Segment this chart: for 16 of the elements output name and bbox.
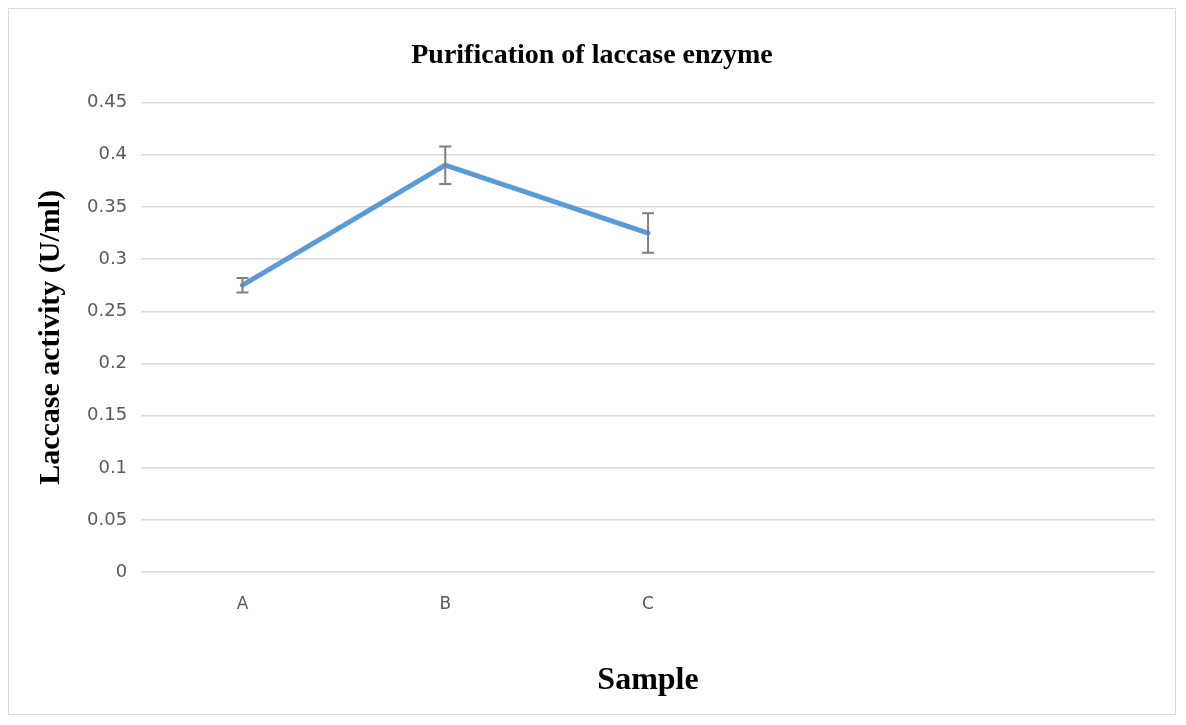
y-tick-label: 0.35 xyxy=(87,194,128,216)
y-tick-label: 0.4 xyxy=(98,142,128,164)
x-tick-label: C xyxy=(642,592,654,613)
x-tick-label: B xyxy=(439,592,452,613)
x-tick-label: A xyxy=(236,592,249,613)
y-tick-label: 0.05 xyxy=(87,507,128,529)
y-tick-label: 0.45 xyxy=(87,90,128,112)
y-axis-title: Laccase activity (U/ml) xyxy=(31,189,66,485)
y-tick-label: 0.1 xyxy=(98,455,128,477)
y-tick-label: 0.15 xyxy=(87,403,128,425)
y-tick-label: 0 xyxy=(115,559,128,581)
x-axis-title: Sample xyxy=(597,660,699,697)
y-tick-label: 0.25 xyxy=(87,298,128,320)
y-tick-label: 0.3 xyxy=(98,246,128,268)
chart-title: Purification of laccase enzyme xyxy=(411,38,773,70)
y-tick-label: 0.2 xyxy=(98,351,128,373)
